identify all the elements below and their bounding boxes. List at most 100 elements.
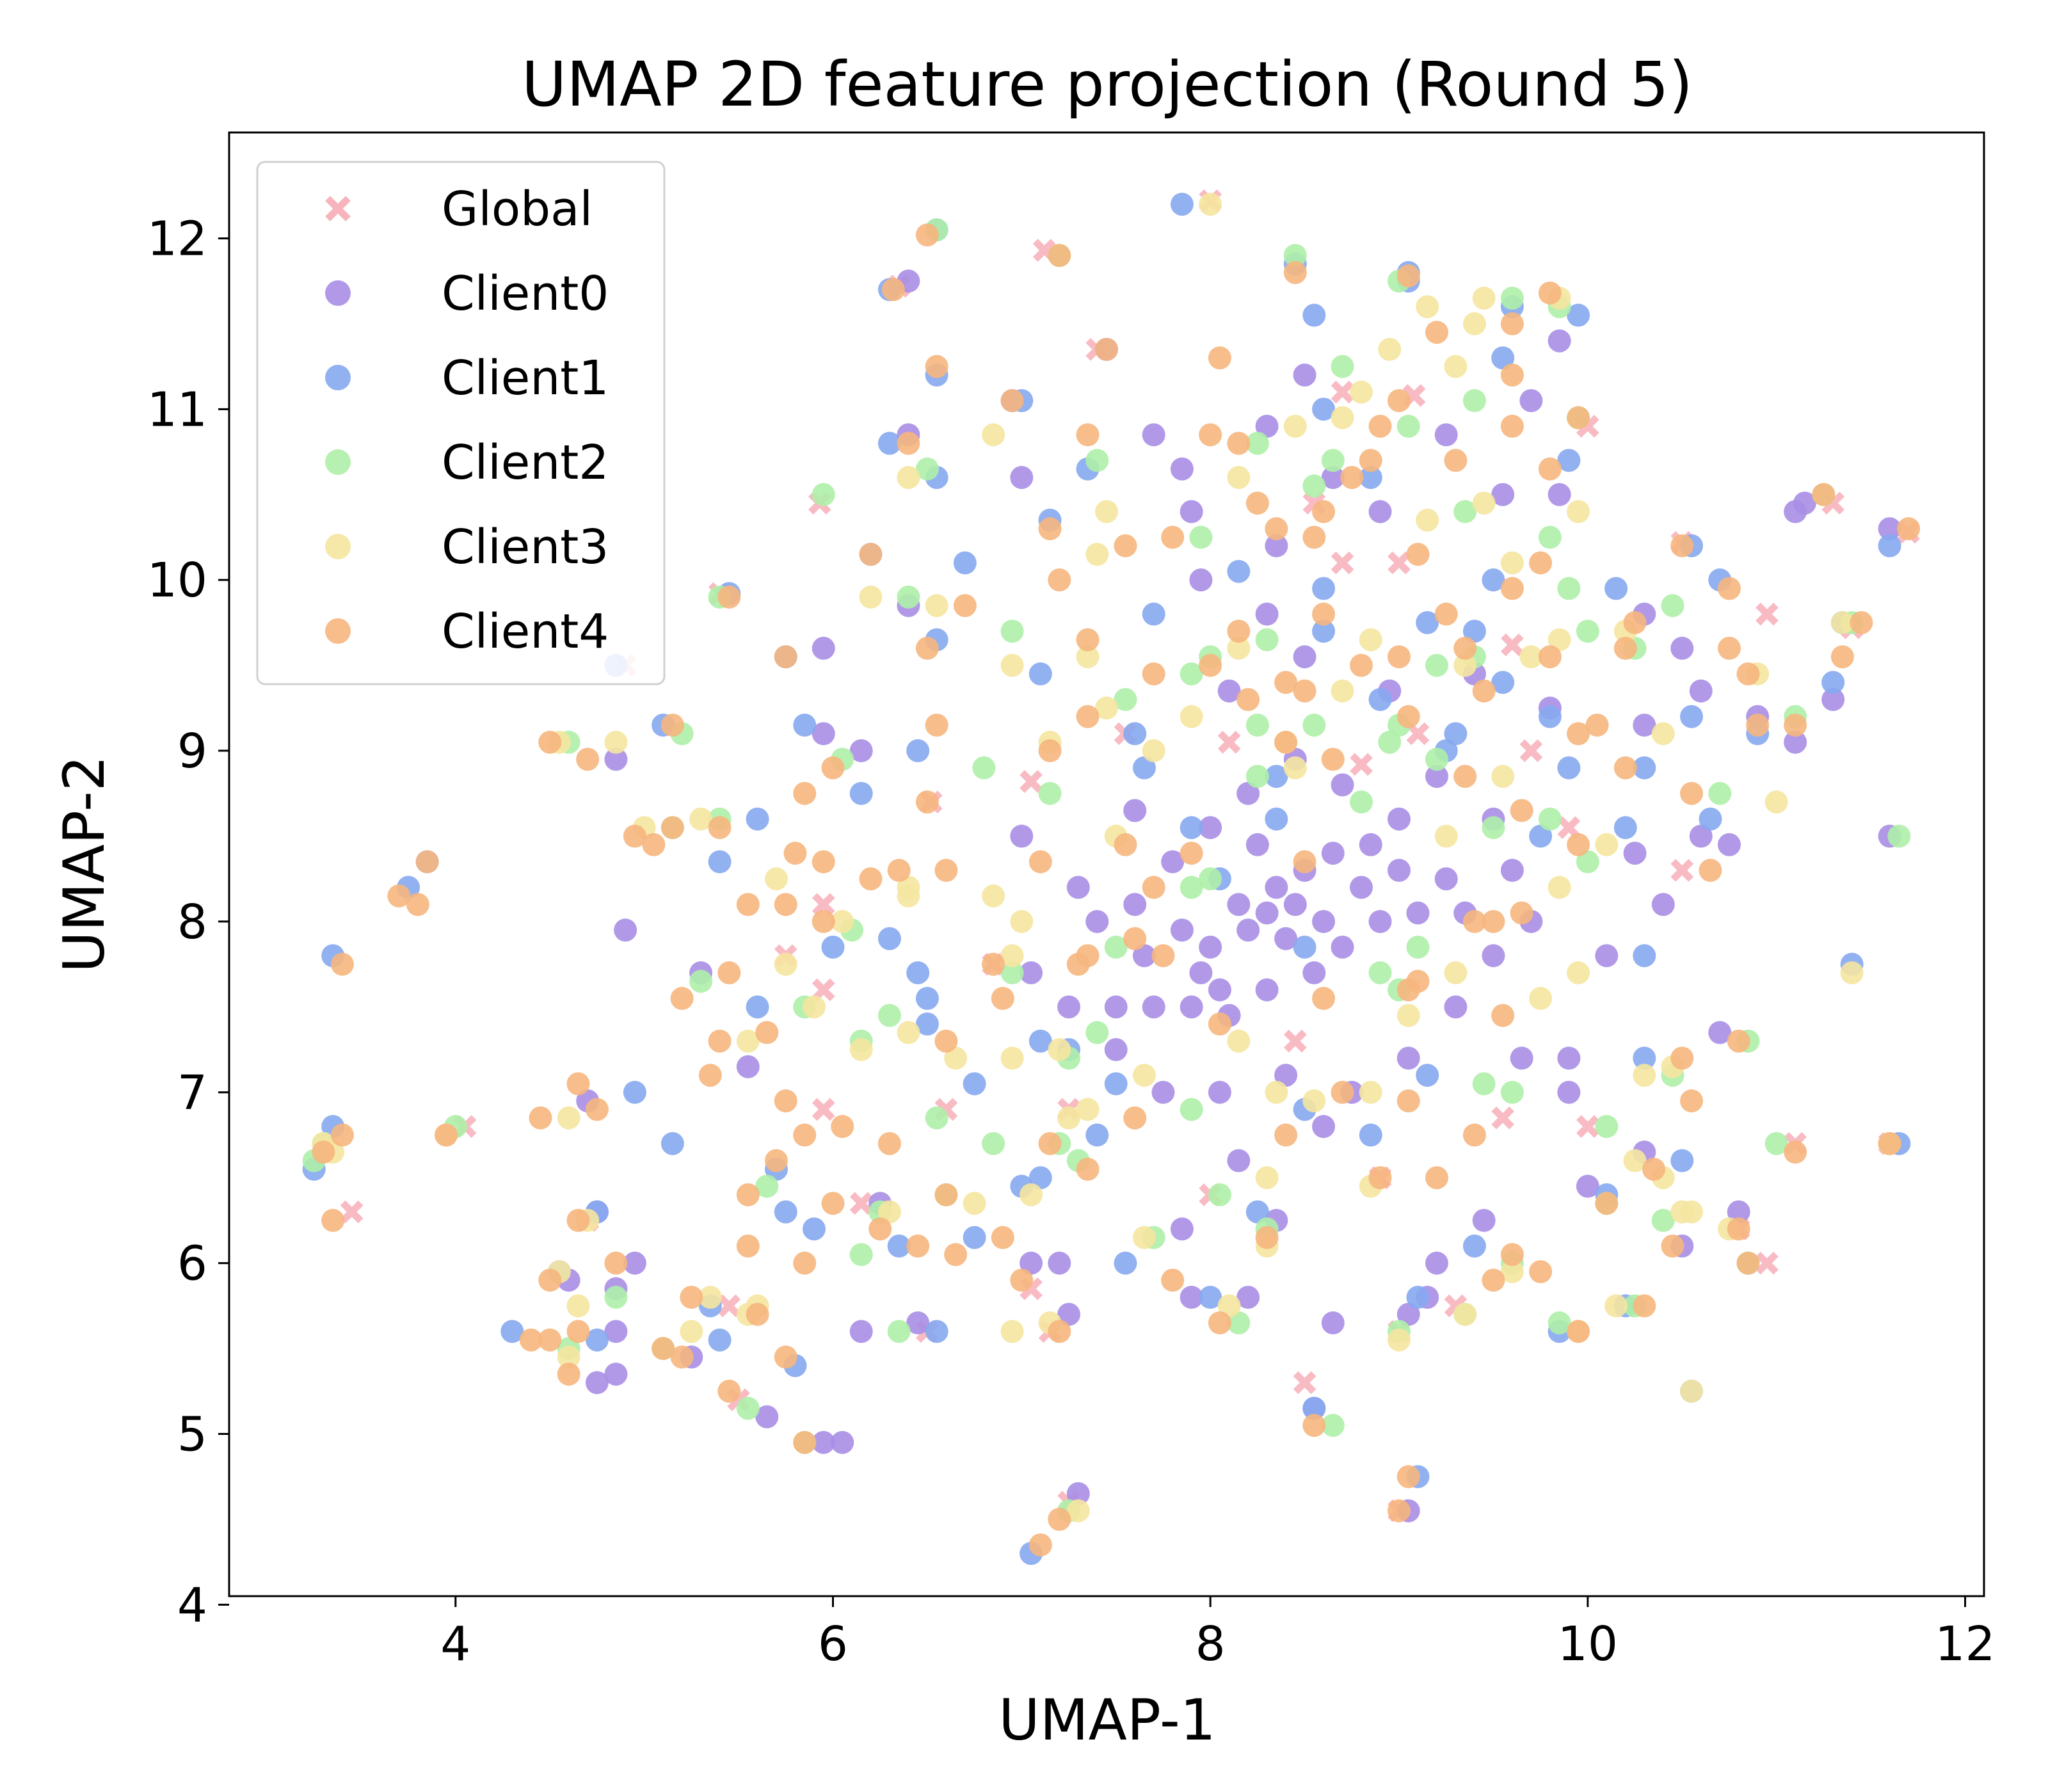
data-point (1217, 1294, 1241, 1318)
data-point (849, 1192, 873, 1215)
data-point (1066, 1499, 1090, 1523)
data-point (1236, 1285, 1260, 1309)
data-point (1180, 995, 1203, 1019)
data-point (1500, 415, 1524, 438)
data-point (925, 1320, 948, 1343)
data-point (1142, 662, 1165, 685)
data-point (1557, 816, 1581, 840)
data-point (1227, 1311, 1251, 1335)
data-point (435, 1123, 458, 1147)
data-point (1321, 748, 1345, 771)
data-point (1444, 355, 1468, 378)
data-point (1000, 388, 1024, 412)
data-point (1406, 543, 1430, 566)
y-tick-label: 4 (177, 1578, 207, 1633)
data-point (660, 714, 684, 737)
data-point (1048, 1251, 1071, 1275)
data-point (1388, 388, 1411, 412)
data-point (1388, 645, 1411, 669)
data-point (717, 585, 741, 609)
data-point (1538, 281, 1562, 305)
data-point (812, 483, 835, 506)
data-point (897, 431, 920, 455)
data-point (680, 1285, 703, 1309)
data-point (1680, 705, 1703, 728)
data-point (415, 850, 439, 874)
data-point (736, 1234, 760, 1258)
data-point (944, 1243, 968, 1267)
data-point (1180, 705, 1203, 728)
data-point (1557, 1080, 1581, 1104)
data-point (1227, 431, 1251, 455)
data-point (330, 952, 354, 976)
data-point (736, 1183, 760, 1206)
data-point (1444, 722, 1468, 746)
data-point (1472, 679, 1496, 703)
data-point (1680, 1379, 1703, 1403)
data-point (1633, 1046, 1656, 1070)
data-point (585, 1328, 609, 1352)
data-point (1491, 1004, 1515, 1027)
data-point (1085, 909, 1109, 933)
data-point (1425, 321, 1448, 344)
data-point (1613, 816, 1637, 840)
data-point (1255, 978, 1279, 1002)
data-point (1425, 653, 1448, 677)
y-tick-label: 9 (177, 724, 207, 779)
data-point (1519, 739, 1543, 762)
data-point (1293, 1371, 1316, 1395)
data-point (698, 1064, 722, 1087)
data-point (1170, 918, 1194, 942)
data-point (1227, 893, 1251, 916)
data-point (1727, 1029, 1750, 1053)
data-point (340, 1200, 364, 1224)
data-point (585, 1098, 609, 1121)
data-point (1359, 628, 1382, 652)
data-point (1217, 730, 1241, 754)
data-point (1076, 628, 1100, 652)
data-point (1331, 406, 1354, 429)
data-point (1350, 380, 1373, 404)
data-point (1613, 636, 1637, 660)
data-point (1066, 1482, 1090, 1505)
data-point (1444, 449, 1468, 472)
data-point (1302, 474, 1326, 498)
data-point (1613, 756, 1637, 780)
data-point (1500, 1080, 1524, 1104)
data-point (1462, 388, 1486, 412)
data-point (1028, 850, 1052, 874)
data-point (1529, 986, 1553, 1010)
data-point (906, 1234, 930, 1258)
data-point (1736, 1251, 1760, 1275)
data-point (1331, 551, 1354, 575)
data-point (1199, 653, 1222, 677)
data-point (1340, 466, 1364, 490)
data-point (1623, 842, 1647, 865)
data-point (1388, 1328, 1411, 1352)
data-point (1699, 807, 1722, 831)
data-point (859, 585, 883, 609)
data-point (934, 1183, 958, 1206)
legend-label-client4: Client4 (442, 604, 609, 659)
data-point (1095, 500, 1118, 524)
data-point (1312, 986, 1336, 1010)
data-point (1000, 1046, 1024, 1070)
data-point (1821, 687, 1845, 711)
data-point (1368, 500, 1392, 524)
data-point (519, 1328, 543, 1352)
data-point (1208, 1080, 1231, 1104)
data-point (1265, 534, 1288, 557)
data-point (1199, 423, 1222, 447)
data-point (1312, 602, 1336, 626)
data-point (1491, 346, 1515, 370)
data-point (915, 790, 939, 814)
data-point (1076, 1098, 1100, 1121)
data-point (1104, 1038, 1128, 1062)
data-point (1274, 927, 1298, 950)
data-point (1576, 850, 1599, 874)
legend-marker-global (325, 196, 351, 221)
data-point (698, 1285, 722, 1309)
data-point (1472, 1208, 1496, 1232)
data-point (991, 986, 1014, 1010)
data-point (1680, 1089, 1703, 1113)
